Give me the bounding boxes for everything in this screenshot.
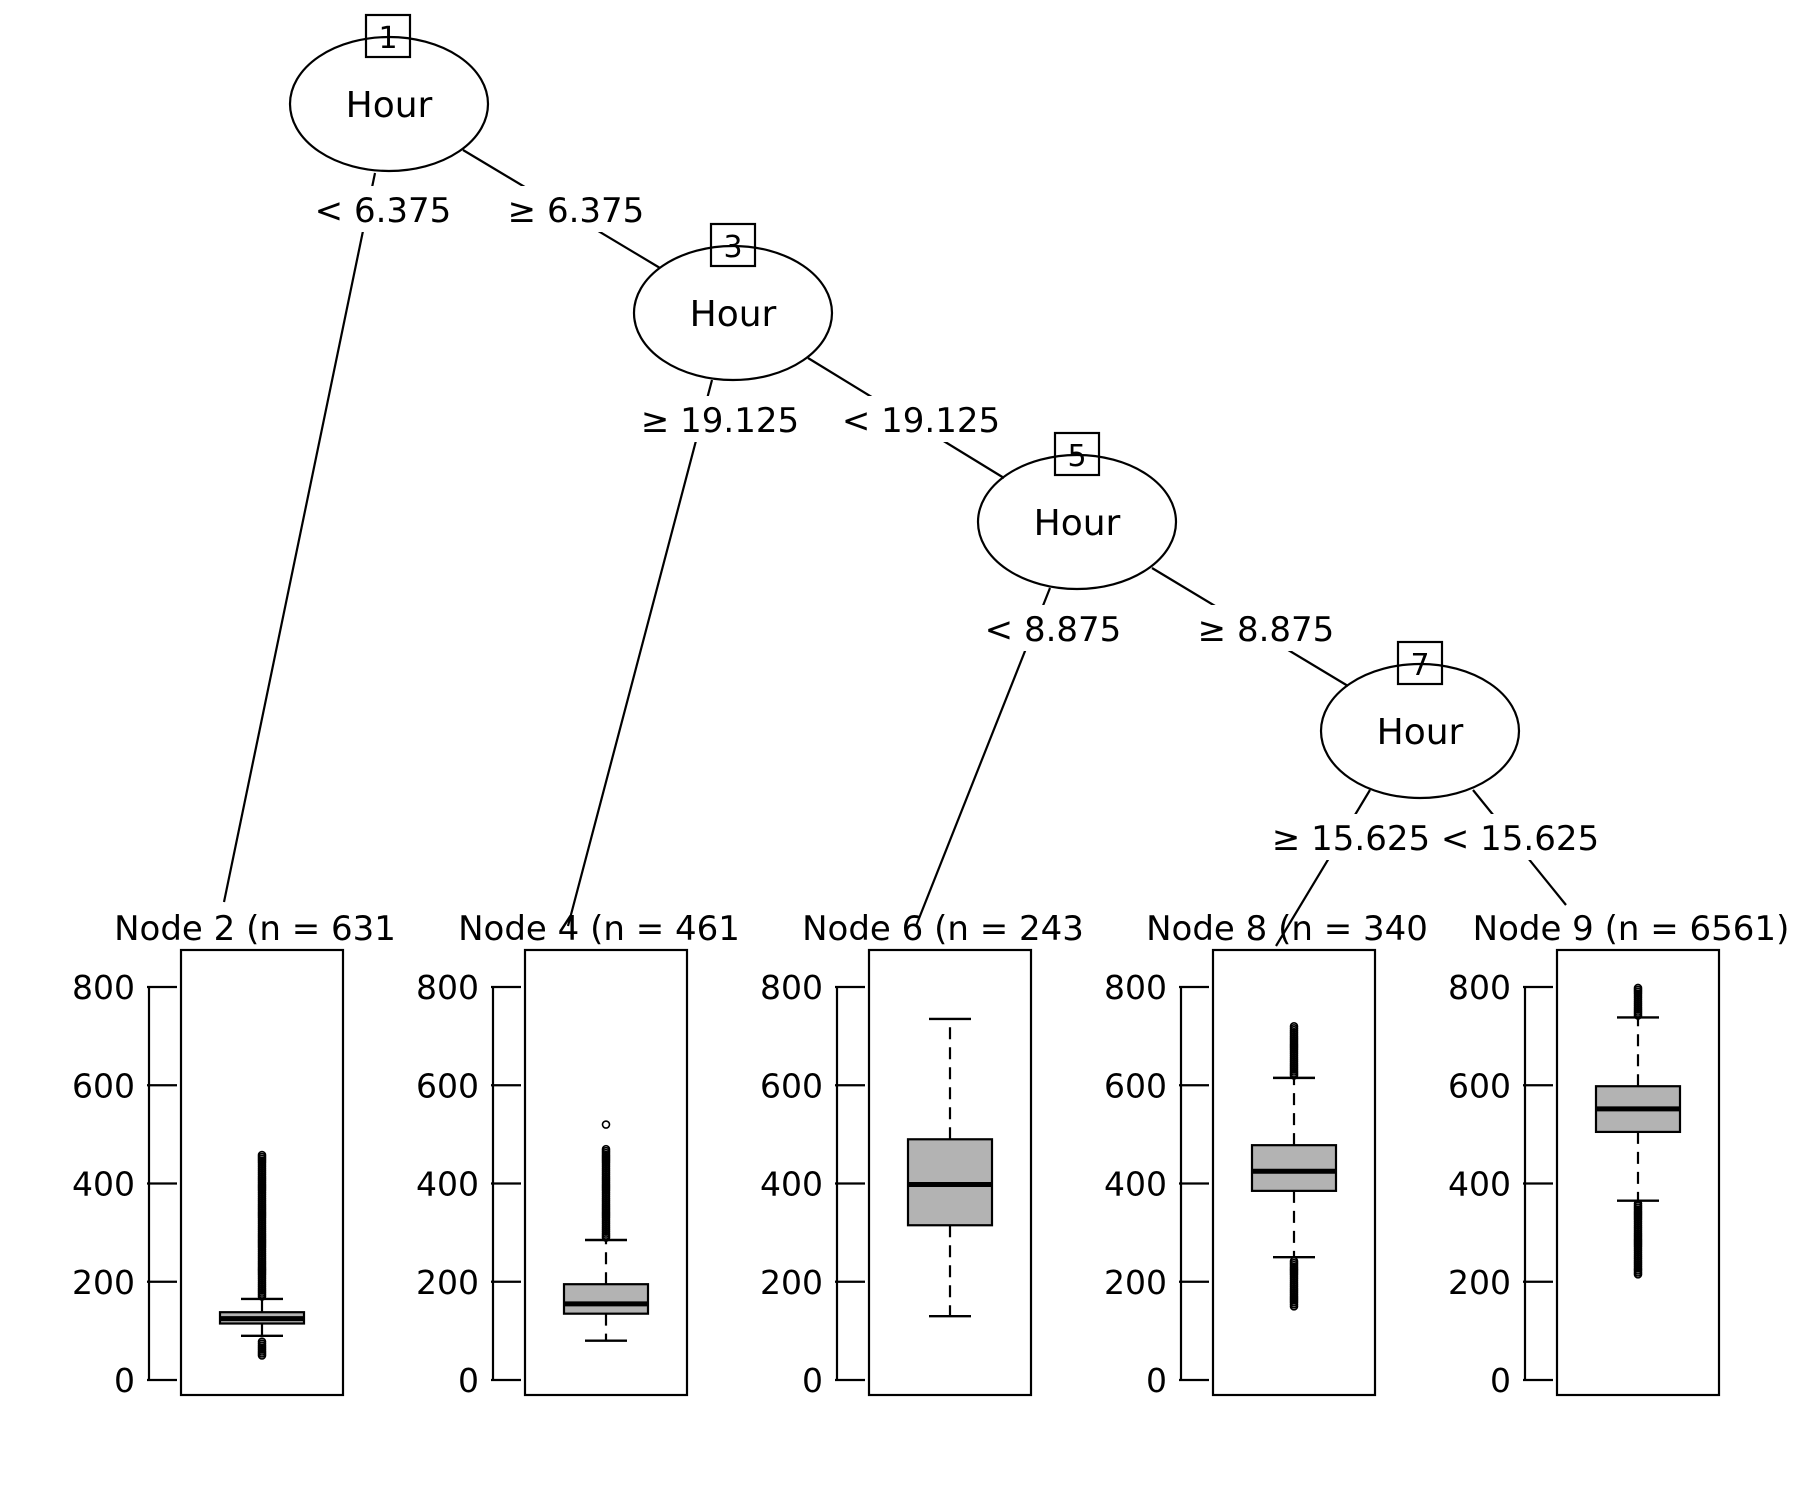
y-tick-label: 200 [1104, 1263, 1167, 1302]
y-tick-label: 200 [416, 1263, 479, 1302]
y-tick-label: 0 [802, 1361, 823, 1400]
node-id-label: 5 [1067, 439, 1086, 474]
node-variable-label: Hour [1034, 503, 1121, 544]
panel-title: Node 8 (n = 340 [1146, 909, 1428, 949]
y-tick-label: 800 [760, 968, 823, 1007]
node-id-label: 3 [723, 230, 742, 265]
y-tick-label: 800 [416, 968, 479, 1007]
y-tick-label: 400 [416, 1165, 479, 1204]
panel-title: Node 4 (n = 461 [458, 909, 740, 949]
node-id-label: 1 [378, 21, 397, 56]
y-tick-label: 800 [1448, 968, 1511, 1007]
y-tick-label: 200 [760, 1263, 823, 1302]
y-tick-label: 0 [1490, 1361, 1511, 1400]
panel-title: Node 2 (n = 631 [114, 909, 396, 949]
edge-label-1-3: ≥ 6.375 [508, 191, 645, 231]
y-tick-label: 400 [72, 1165, 135, 1204]
terminal-node-4: Node 4 (n = 461 0 200 400 600 800 [416, 909, 740, 1400]
inner-node-1: Hour 1 [288, 13, 490, 173]
y-tick-label: 600 [760, 1066, 823, 1105]
edge-label-5-7: ≥ 8.875 [1198, 610, 1335, 650]
terminal-node-9: Node 9 (n = 6561) 0 200 400 600 800 [1448, 909, 1789, 1400]
y-tick-label: 400 [760, 1165, 823, 1204]
iqr-box [1250, 1144, 1338, 1192]
y-tick-label: 800 [1104, 968, 1167, 1007]
edge-label-5-6: < 8.875 [985, 610, 1122, 650]
terminal-node-2: Node 2 (n = 631 0 200 400 600 800 [72, 909, 396, 1400]
y-tick-label: 0 [458, 1361, 479, 1400]
y-tick-label: 0 [1146, 1361, 1167, 1400]
y-tick-label: 0 [114, 1361, 135, 1400]
terminal-node-8: Node 8 (n = 340 0 200 400 600 800 [1104, 909, 1428, 1400]
outlier-point [257, 1337, 267, 1346]
y-tick-label: 200 [72, 1263, 135, 1302]
edge-label-7-8: ≥ 15.625 [1272, 819, 1430, 859]
edge-label-1-2: < 6.375 [315, 191, 452, 231]
outlier-point [1633, 983, 1643, 993]
node-id-label: 7 [1410, 648, 1429, 683]
outlier-point [601, 1120, 611, 1129]
edge-label-3-4: ≥ 19.125 [641, 401, 799, 441]
edge-1-2 [222, 172, 377, 903]
y-tick-label: 600 [72, 1066, 135, 1105]
edge-labels: < 6.375 ≥ 6.375 ≥ 19.125 < 19.125 < 8.87… [315, 186, 1599, 860]
outlier-point [257, 1150, 267, 1160]
y-tick-label: 600 [1448, 1066, 1511, 1105]
node-variable-label: Hour [1377, 712, 1464, 753]
y-tick-label: 800 [72, 968, 135, 1007]
y-tick-label: 200 [1448, 1263, 1511, 1302]
outlier-point [1633, 1199, 1643, 1208]
y-tick-label: 600 [416, 1066, 479, 1105]
inner-node-3: Hour 3 [632, 222, 834, 382]
edge-3-4 [566, 379, 714, 927]
outlier-point [1289, 1022, 1299, 1031]
inner-node-5: Hour 5 [976, 431, 1178, 591]
outlier-point [1289, 1256, 1299, 1266]
inner-node-7: Hour 7 [1319, 640, 1521, 800]
y-tick-label: 400 [1448, 1165, 1511, 1204]
iqr-box [562, 1283, 650, 1315]
node-variable-label: Hour [690, 294, 777, 335]
y-tick-label: 600 [1104, 1066, 1167, 1105]
node-variable-label: Hour [346, 85, 433, 126]
outlier-point [601, 1144, 611, 1154]
terminal-node-6: Node 6 (n = 243 0 200 400 600 800 [760, 909, 1084, 1400]
edge-label-3-5: < 19.125 [842, 401, 1000, 441]
panel-title: Node 9 (n = 6561) [1473, 909, 1790, 949]
y-tick-label: 400 [1104, 1165, 1167, 1204]
panel-title: Node 6 (n = 243 [802, 909, 1084, 949]
edge-label-7-9: < 15.625 [1441, 819, 1599, 859]
